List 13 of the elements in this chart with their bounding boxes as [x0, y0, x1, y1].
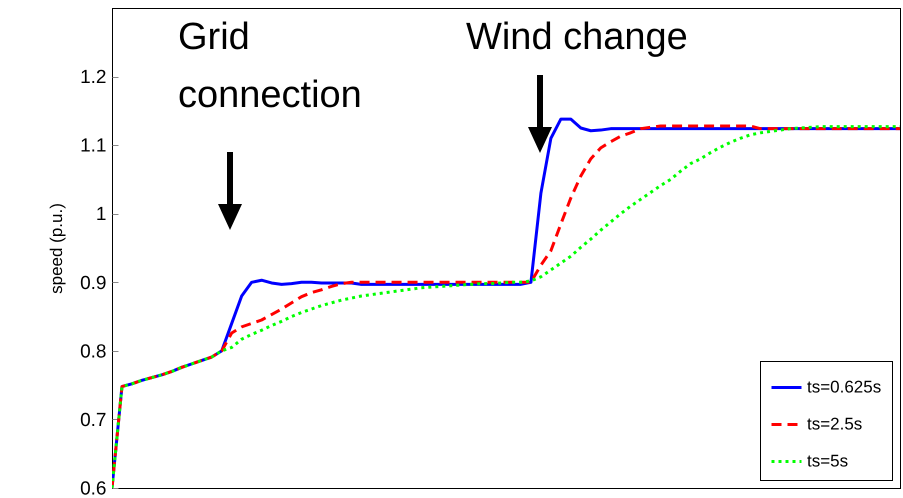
- y-tick-label: 1.2: [80, 67, 106, 88]
- y-tick-label: 0.6: [80, 478, 106, 498]
- y-tick-label: 0.9: [80, 272, 106, 294]
- legend-label: ts=0.625s: [807, 378, 882, 396]
- y-tick-label: 1: [96, 204, 106, 226]
- y-tick-label: 0.7: [80, 410, 106, 431]
- annotation: Wind change: [466, 15, 689, 60]
- legend-label: ts=2.5s: [807, 414, 862, 434]
- annotation: Grid connection: [178, 15, 363, 118]
- legend-label: ts=5s: [807, 452, 848, 470]
- y-tick-label: 0.8: [80, 341, 106, 362]
- y-tick-label: 1.1: [80, 136, 106, 157]
- y-axis-title: speed (p.u.): [47, 203, 66, 294]
